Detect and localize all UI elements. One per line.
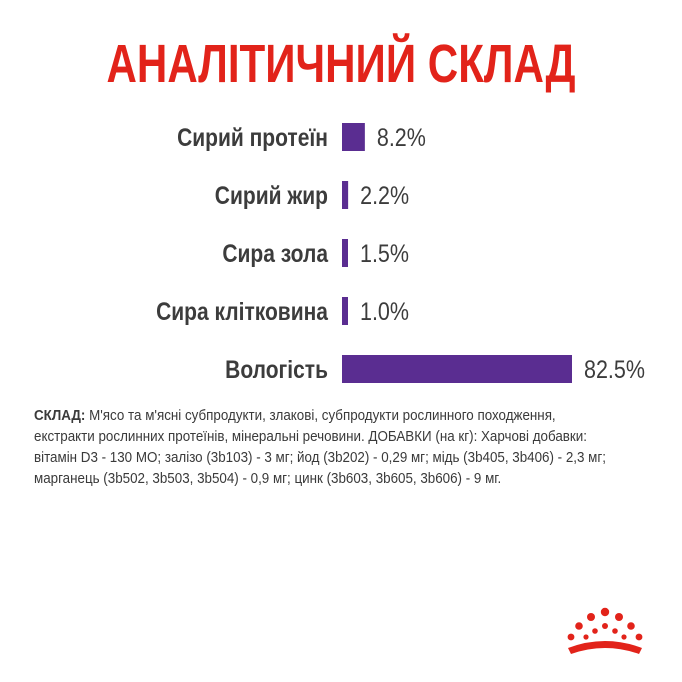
category-label: Сирий протеїн (177, 124, 328, 152)
page-title: АНАЛІТИЧНИЙ СКЛАД (106, 34, 576, 94)
category-label: Сира клітковина (156, 298, 329, 326)
bar (342, 297, 348, 325)
bar (342, 239, 348, 267)
category-label: Сирий жир (215, 182, 328, 210)
composition-body: М'ясо та м'ясні субпродукти, злакові, су… (34, 408, 606, 487)
nutrient-bar-chart: Сирий протеїн 8.2% Сирий жир 2.2% Сира зола 1… (156, 123, 645, 384)
category-label: Вологість (225, 356, 328, 384)
value-label: 8.2% (377, 124, 426, 152)
composition-text: СКЛАД: М'ясо та м'ясні субпродукти, злак… (34, 406, 611, 490)
bar (342, 123, 365, 151)
value-label: 1.5% (360, 240, 409, 268)
bar (342, 355, 572, 383)
crown-logo-icon (567, 607, 643, 654)
bar (342, 181, 349, 209)
value-label: 1.0% (360, 298, 409, 326)
value-label: 2.2% (360, 182, 409, 210)
category-label: Сира зола (222, 240, 329, 268)
value-label: 82.5% (584, 356, 645, 384)
composition-label: СКЛАД: (34, 408, 86, 424)
